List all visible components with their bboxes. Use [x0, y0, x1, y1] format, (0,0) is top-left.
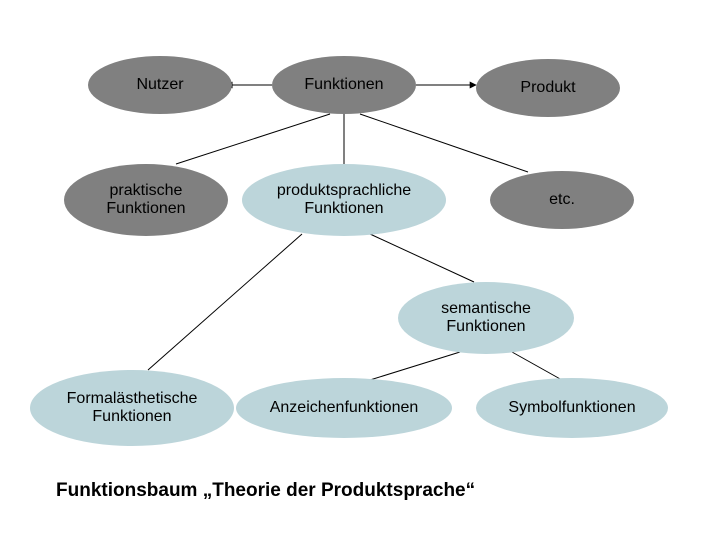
node-symbol: Symbolfunktionen	[476, 378, 668, 438]
node-anzeichen: Anzeichenfunktionen	[236, 378, 452, 438]
node-produkt: Produkt	[476, 59, 620, 117]
edge	[148, 234, 302, 370]
edge	[360, 114, 528, 172]
node-label: Funktionen	[304, 76, 383, 94]
edge	[370, 234, 474, 282]
node-produktspr: produktsprachliche Funktionen	[242, 164, 446, 236]
node-label: Nutzer	[136, 76, 183, 94]
edge	[176, 114, 330, 164]
node-label: Anzeichenfunktionen	[270, 399, 419, 417]
node-label: semantische Funktionen	[441, 300, 531, 337]
node-praktische: praktische Funktionen	[64, 164, 228, 236]
node-label: etc.	[549, 191, 575, 209]
node-nutzer: Nutzer	[88, 56, 232, 114]
edge	[370, 352, 460, 380]
node-semantische: semantische Funktionen	[398, 282, 574, 354]
diagram-title: Funktionsbaum „Theorie der Produktsprach…	[56, 480, 475, 502]
node-funktionen: Funktionen	[272, 56, 416, 114]
node-formalaesth: Formalästhetische Funktionen	[30, 370, 234, 446]
node-label: Produkt	[520, 79, 575, 97]
node-label: praktische Funktionen	[106, 182, 185, 219]
edge	[512, 352, 562, 380]
node-etc: etc.	[490, 171, 634, 229]
node-label: Symbolfunktionen	[508, 399, 635, 417]
node-label: produktsprachliche Funktionen	[277, 182, 411, 219]
node-label: Formalästhetische Funktionen	[67, 390, 198, 427]
